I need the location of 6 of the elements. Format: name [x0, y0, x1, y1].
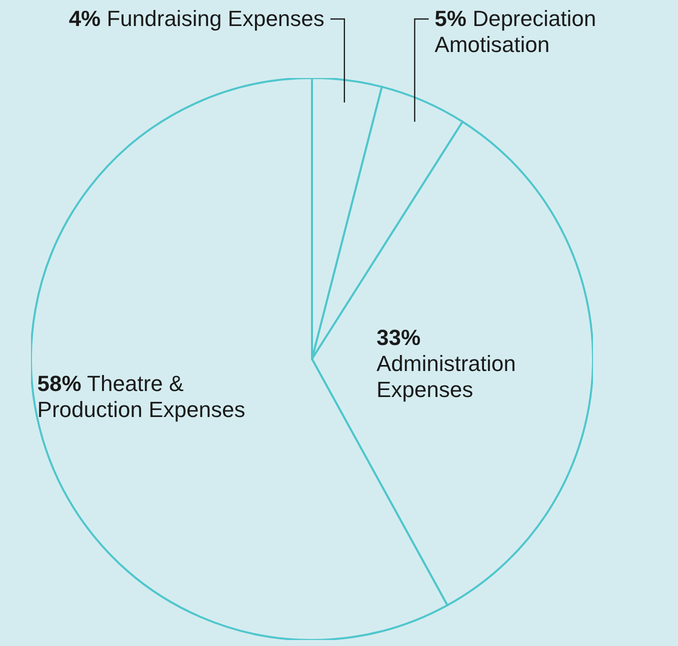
data-label: 33% [376, 324, 421, 350]
data-label: 58% [37, 371, 82, 396]
data-label: 4% [68, 6, 101, 31]
slice-label: Fundraising Expenses [106, 6, 324, 31]
data-label: 5% [434, 6, 466, 31]
slice-label: Administration Expenses [376, 350, 516, 402]
